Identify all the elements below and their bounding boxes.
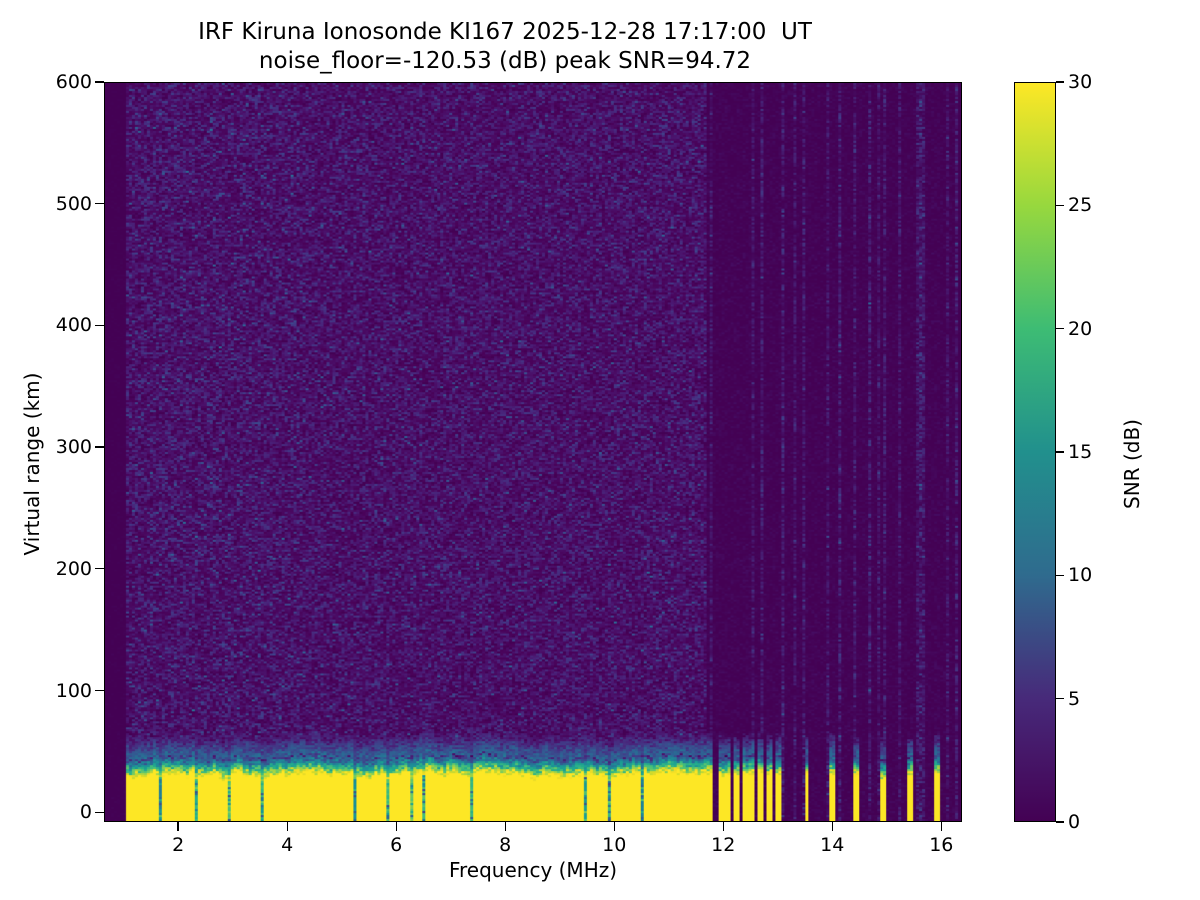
figure-title: IRF Kiruna Ionosonde KI167 2025-12-28 17… <box>0 18 1010 77</box>
colorbar-label: SNR (dB) <box>1120 419 1144 509</box>
x-tick-label: 4 <box>281 834 294 856</box>
title-line-2: noise_floor=-120.53 (dB) peak SNR=94.72 <box>258 48 752 75</box>
y-tick-label: 300 <box>55 436 92 459</box>
x-axis-label: Frequency (MHz) <box>448 858 618 882</box>
x-tick-label: 14 <box>820 834 845 856</box>
y-tick-label: 400 <box>55 314 92 337</box>
y-tick-label: 200 <box>55 557 92 580</box>
y-axis-label: Virtual range (km) <box>20 372 44 556</box>
colorbar-tick-mark <box>1056 821 1064 823</box>
colorbar-tick-label: 5 <box>1068 687 1081 710</box>
colorbar-tick-mark <box>1056 328 1064 330</box>
y-tick-label: 500 <box>55 192 92 215</box>
colorbar-tick-label: 0 <box>1068 811 1081 833</box>
x-tick-label: 2 <box>172 834 185 856</box>
y-tick-mark <box>95 81 104 83</box>
colorbar-tick-label: 25 <box>1068 194 1093 217</box>
colorbar-tick-mark <box>1056 698 1064 700</box>
x-tick-label: 6 <box>390 834 403 856</box>
x-tick-mark <box>177 822 179 831</box>
x-tick-mark <box>831 822 833 831</box>
ionogram-plot-area[interactable] <box>104 82 962 822</box>
ionogram-heatmap <box>105 83 961 821</box>
y-tick-mark <box>95 203 104 205</box>
y-tick-mark <box>95 446 104 448</box>
colorbar-tick-mark <box>1056 451 1064 453</box>
title-line-1: IRF Kiruna Ionosonde KI167 2025-12-28 17… <box>198 19 812 45</box>
x-tick-mark <box>940 822 942 831</box>
x-tick-mark <box>722 822 724 831</box>
x-tick-mark <box>286 822 288 831</box>
x-tick-mark <box>504 822 506 831</box>
colorbar-tick-mark <box>1056 574 1064 576</box>
x-tick-label: 16 <box>929 834 954 856</box>
y-tick-mark <box>95 689 104 692</box>
colorbar-tick-label: 20 <box>1068 317 1093 340</box>
colorbar-tick-label: 10 <box>1068 564 1093 587</box>
y-tick-label: 100 <box>55 679 92 702</box>
y-tick-mark <box>95 568 104 570</box>
colorbar-tick-mark <box>1056 81 1064 83</box>
x-tick-label: 12 <box>711 834 736 856</box>
y-tick-label: 0 <box>79 801 92 824</box>
y-tick-mark <box>95 324 104 327</box>
colorbar-gradient[interactable] <box>1014 82 1056 822</box>
colorbar-tick-label: 30 <box>1068 71 1093 93</box>
colorbar-tick-mark <box>1056 204 1064 206</box>
x-tick-label: 10 <box>602 834 627 856</box>
y-tick-mark <box>95 811 104 813</box>
x-tick-mark <box>613 822 615 831</box>
colorbar-tick-label: 15 <box>1068 441 1093 463</box>
x-tick-mark <box>395 822 397 831</box>
x-tick-label: 8 <box>499 834 512 856</box>
y-tick-label: 600 <box>55 71 92 93</box>
